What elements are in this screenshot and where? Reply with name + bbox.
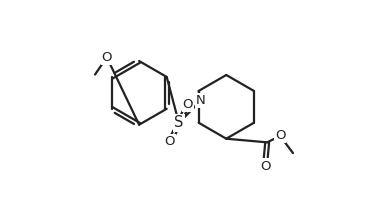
Text: O: O <box>275 129 285 142</box>
Text: S: S <box>174 116 184 131</box>
Text: N: N <box>196 94 205 107</box>
Text: O: O <box>183 98 193 111</box>
Text: O: O <box>102 51 112 64</box>
Text: O: O <box>260 160 270 172</box>
Text: O: O <box>165 135 175 148</box>
